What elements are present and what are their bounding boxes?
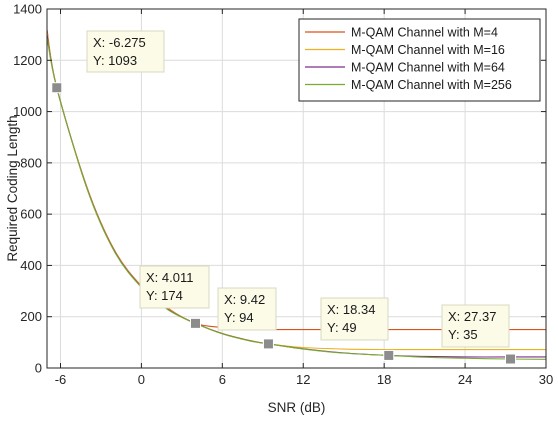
x-tick-label-0: -6 — [55, 372, 67, 387]
datatip-4: X: 27.37 Y: 35 — [441, 304, 517, 365]
series-line-3 — [47, 37, 546, 360]
y-tick-label-0: 0 — [35, 361, 42, 376]
datatip-marker-3 — [383, 349, 395, 361]
x-axis-label: SNR (dB) — [268, 400, 326, 415]
datatip-y-text-3: Y: 49 — [327, 320, 357, 335]
datatip-y-text-2: Y: 94 — [224, 310, 254, 325]
datatip-marker-1 — [189, 317, 201, 329]
y-tick-label-2: 400 — [20, 258, 42, 273]
datatip-y-text-0: Y: 1093 — [93, 53, 137, 68]
x-tick-label-5: 24 — [458, 372, 472, 387]
datatip-0: X: -6.275 Y: 1093 — [51, 30, 165, 94]
datatip-y-text-1: Y: 174 — [146, 288, 183, 303]
x-tick-label-4: 18 — [377, 372, 391, 387]
datatip-3: X: 18.34 Y: 49 — [320, 297, 395, 361]
y-tick-label-3: 600 — [20, 207, 42, 222]
y-tick-label-1: 200 — [20, 309, 42, 324]
y-tick-label-4: 800 — [20, 155, 42, 170]
x-tick-label-6: 30 — [539, 372, 553, 387]
legend-box — [298, 18, 541, 102]
datatip-x-text-3: X: 18.34 — [327, 302, 375, 317]
x-tick-label-1: 0 — [138, 372, 145, 387]
datatip-x-text-0: X: -6.275 — [93, 35, 146, 50]
datatip-box-3 — [320, 297, 389, 341]
y-tick-label-6: 1200 — [13, 53, 42, 68]
y-axis-label: Required Coding Length — [5, 115, 20, 261]
y-tick-label-5: 1000 — [13, 104, 42, 119]
y-tick-label-7: 1400 — [13, 2, 42, 17]
legend-label-1: M-QAM Channel with M=16 — [351, 43, 505, 57]
datatip-x-text-4: X: 27.37 — [448, 309, 496, 324]
datatip-box-4 — [441, 304, 510, 348]
datatip-box-2 — [217, 287, 277, 331]
legend-label-2: M-QAM Channel with M=64 — [351, 61, 505, 75]
datatip-box-0 — [86, 30, 165, 73]
legend-label-0: M-QAM Channel with M=4 — [351, 26, 498, 40]
datatip-x-text-1: X: 4.011 — [146, 270, 193, 285]
datatip-marker-4 — [505, 353, 517, 365]
datatip-marker-2 — [262, 338, 274, 350]
x-tick-label-2: 6 — [219, 372, 226, 387]
legend-label-3: M-QAM Channel with M=256 — [351, 78, 512, 92]
datatip-2: X: 9.42 Y: 94 — [217, 287, 277, 350]
datatip-marker-0 — [51, 82, 63, 94]
datatip-box-1 — [139, 265, 210, 309]
series-group — [47, 29, 546, 360]
axes-box — [46, 8, 547, 369]
datatip-y-text-4: Y: 35 — [448, 327, 478, 342]
datatip-1: X: 4.011 Y: 174 — [139, 265, 210, 329]
datatip-x-text-2: X: 9.42 — [224, 292, 265, 307]
x-tick-label-3: 12 — [296, 372, 310, 387]
legend: M-QAM Channel with M=4 M-QAM Channel with… — [298, 18, 541, 102]
